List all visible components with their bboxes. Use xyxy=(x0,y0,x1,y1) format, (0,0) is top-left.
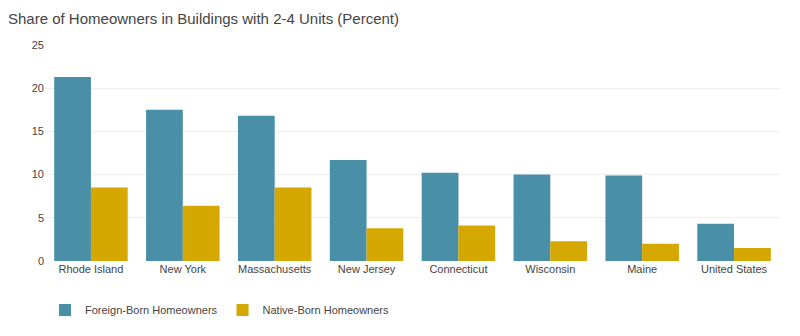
svg-text:10: 10 xyxy=(32,168,44,180)
svg-text:25: 25 xyxy=(32,39,44,51)
svg-text:0: 0 xyxy=(38,255,44,267)
svg-text:Massachusetts: Massachusetts xyxy=(238,263,312,275)
svg-text:15: 15 xyxy=(32,125,44,137)
svg-text:New Jersey: New Jersey xyxy=(338,263,396,275)
svg-text:20: 20 xyxy=(32,82,44,94)
svg-text:Connecticut: Connecticut xyxy=(429,263,487,275)
svg-text:Native-Born Homeowners: Native-Born Homeowners xyxy=(263,304,389,316)
svg-text:Share of Homeowners in Buildin: Share of Homeowners in Buildings with 2-… xyxy=(8,10,399,27)
svg-text:United States: United States xyxy=(701,263,768,275)
svg-text:Maine: Maine xyxy=(627,263,657,275)
svg-text:Wisconsin: Wisconsin xyxy=(525,263,575,275)
svg-text:Foreign-Born Homeowners: Foreign-Born Homeowners xyxy=(85,304,218,316)
svg-text:New York: New York xyxy=(160,263,207,275)
svg-text:Rhode Island: Rhode Island xyxy=(59,263,124,275)
svg-text:5: 5 xyxy=(38,212,44,224)
